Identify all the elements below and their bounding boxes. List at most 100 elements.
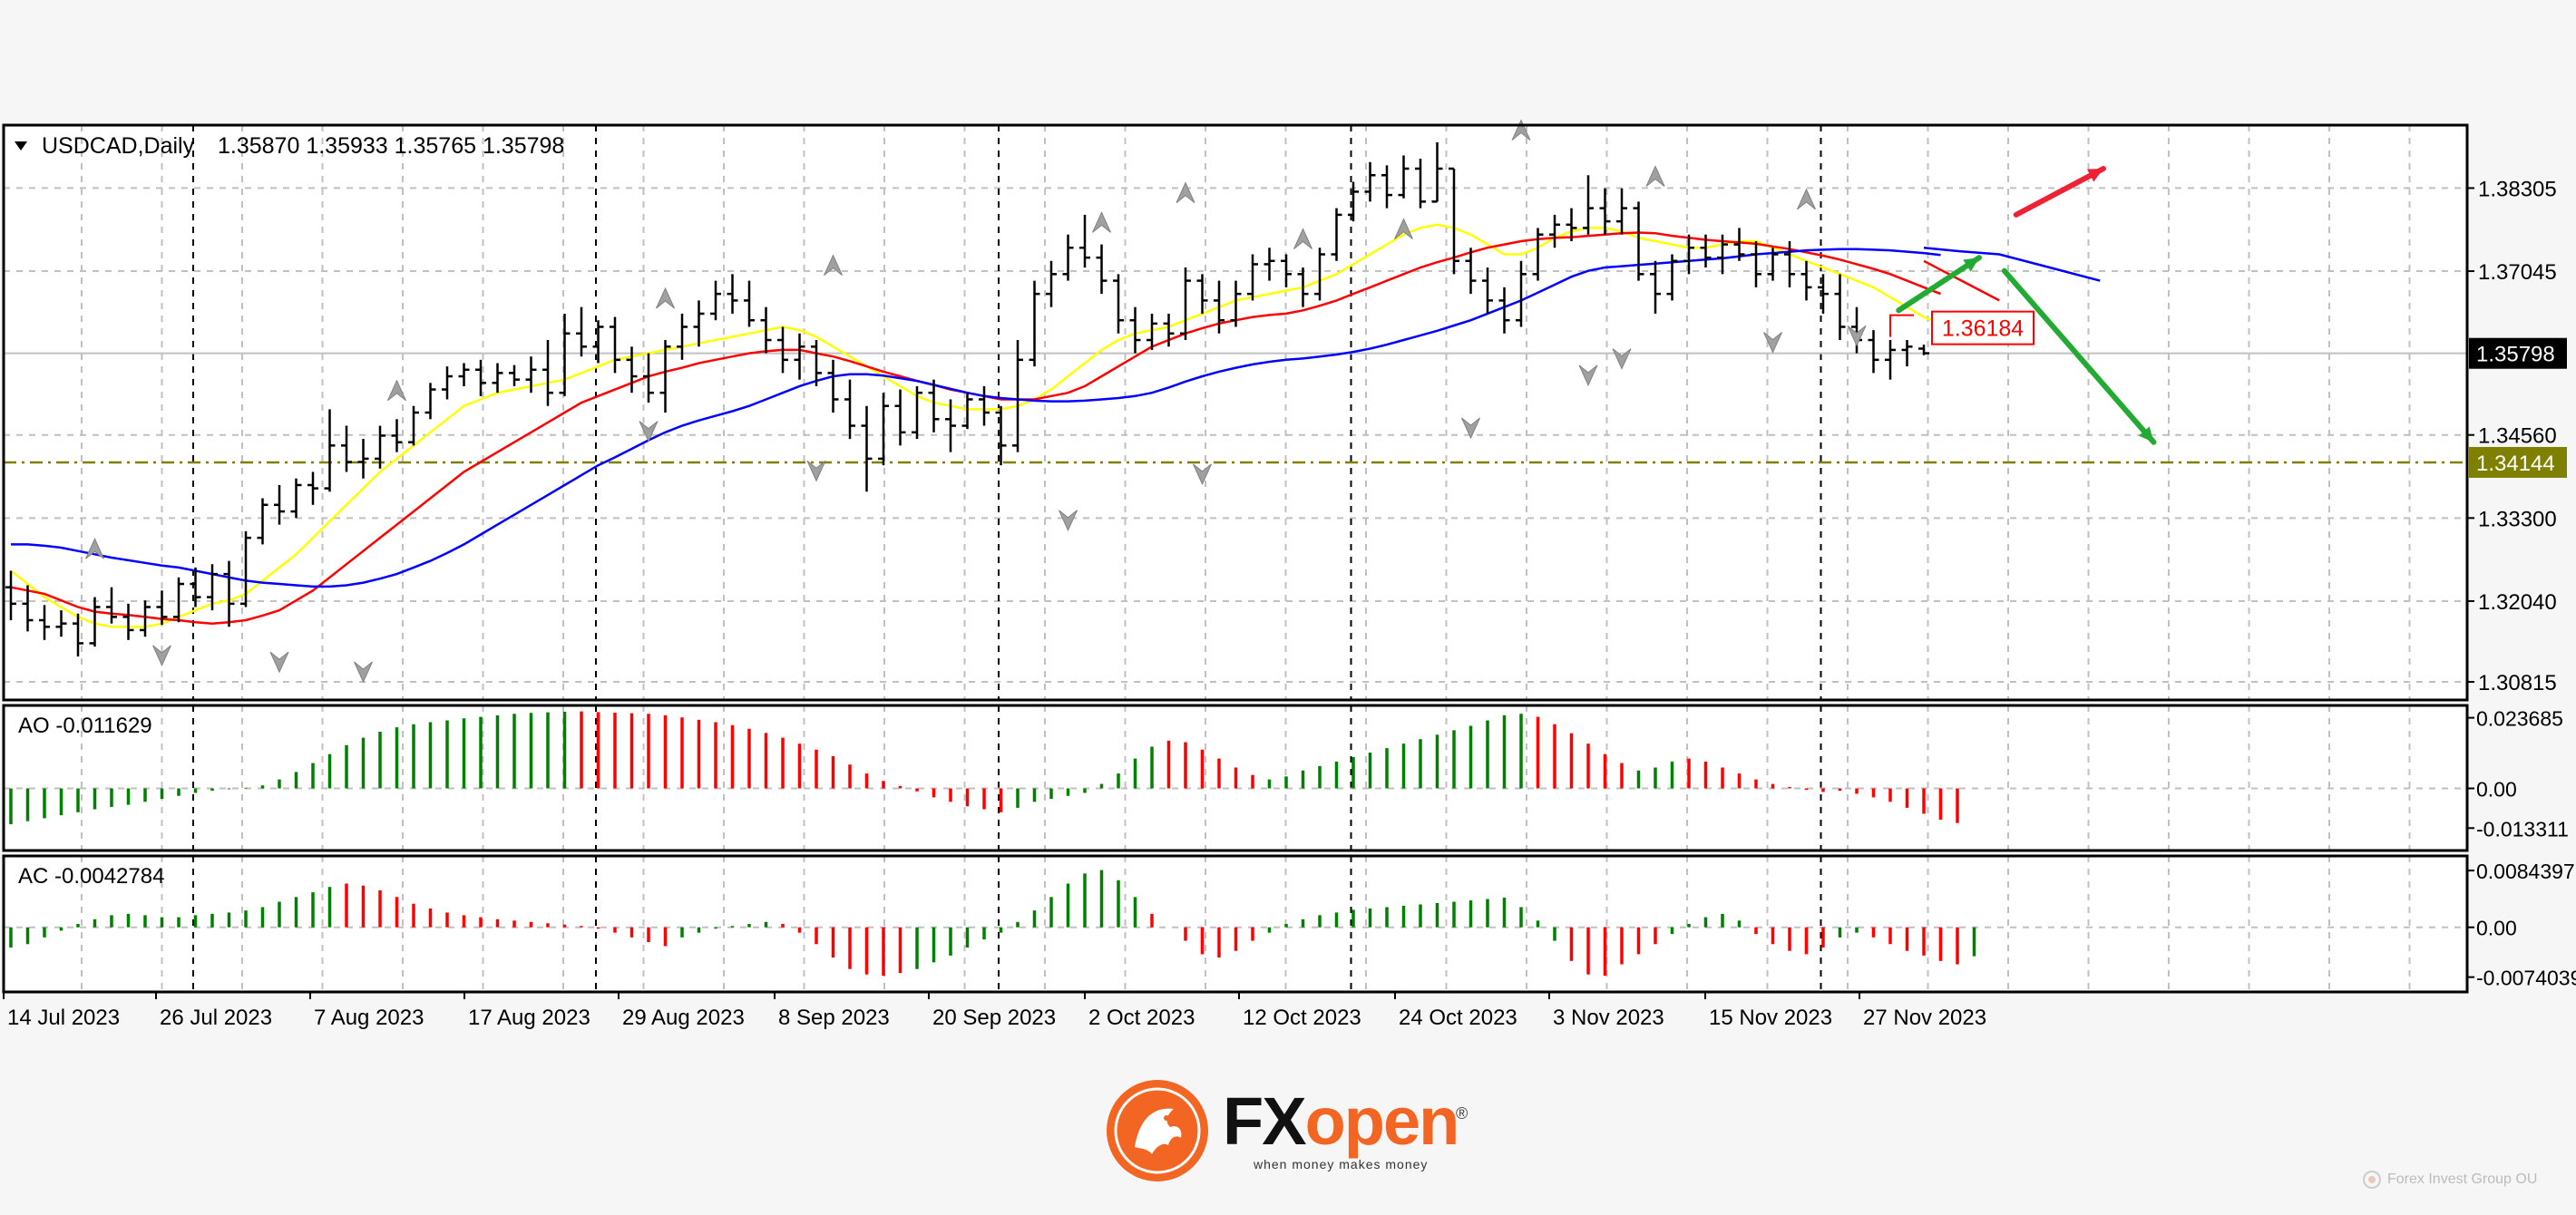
price-bar	[1449, 167, 1459, 275]
fractal-down-marker	[1763, 332, 1782, 354]
date-label: 29 Aug 2023	[622, 1006, 745, 1030]
fractal-down-marker	[269, 651, 289, 674]
collapse-triangle-icon	[15, 141, 27, 151]
date-label: 15 Nov 2023	[1709, 1006, 1832, 1030]
price-bar	[207, 564, 218, 611]
price-bar	[1633, 201, 1644, 281]
price-bar	[257, 498, 268, 545]
price-bar	[1834, 274, 1846, 341]
price-bar	[1885, 340, 1896, 380]
price-bar	[1381, 165, 1392, 209]
price-bar	[1666, 254, 1678, 301]
price-bar	[357, 439, 369, 479]
price-bar	[1062, 234, 1074, 281]
fractal-up-marker	[1394, 218, 1413, 239]
brand-tagline: when money makes money	[1254, 1157, 1429, 1171]
price-bar	[375, 425, 385, 469]
price-bar	[643, 353, 654, 403]
price-bar	[727, 274, 738, 314]
price-bar	[576, 306, 587, 357]
registered-mark: ®	[1456, 1104, 1469, 1123]
price-bar	[1616, 188, 1627, 235]
fractal-down-marker	[1847, 325, 1867, 347]
price-bar	[1800, 260, 1812, 301]
brand-fx: FX	[1223, 1084, 1307, 1159]
fxopen-logo-icon	[1107, 1080, 1208, 1181]
price-bar	[290, 478, 302, 519]
panel-border	[2, 854, 2469, 994]
price-bar	[1364, 161, 1376, 202]
date-label: 8 Sep 2023	[778, 1006, 890, 1030]
ma-extension-1	[1923, 259, 2000, 302]
price-bar	[475, 359, 486, 396]
price-bar	[878, 393, 889, 466]
symbol-label: USDCAD,Daily	[42, 133, 195, 159]
price-bar	[324, 409, 336, 492]
moving-average-3	[11, 248, 1941, 588]
arrow-head	[1963, 258, 1980, 272]
date-label: 27 Nov 2023	[1863, 1006, 1986, 1030]
ao-tick-label: 0.00	[2476, 778, 2517, 802]
price-bar	[458, 363, 470, 386]
price-tick-label: 1.37045	[2478, 260, 2557, 285]
price-bar	[1431, 141, 1443, 203]
price-bar	[542, 340, 553, 406]
price-bar	[1599, 188, 1611, 235]
fractal-up-marker	[1293, 228, 1312, 249]
price-bar	[1012, 340, 1023, 452]
price-bar	[1029, 280, 1040, 367]
price-bar	[1465, 248, 1477, 295]
price-bar	[525, 356, 537, 394]
price-bar	[559, 313, 571, 396]
date-label: 20 Sep 2023	[932, 1006, 1056, 1030]
price-bar	[928, 379, 940, 433]
fractal-down-marker	[354, 661, 373, 684]
price-bar	[677, 313, 688, 360]
fractal-down-marker	[1193, 463, 1212, 486]
ao-histogram	[9, 711, 1959, 824]
price-bar	[1733, 228, 1745, 261]
price-bar	[39, 605, 50, 640]
price-bar	[710, 280, 721, 321]
moving-average-1	[10, 223, 1941, 628]
ac-histogram	[9, 870, 1976, 977]
price-tick-label: 1.34560	[2478, 424, 2557, 449]
brand-open: open	[1304, 1084, 1460, 1159]
ao-tick-label: -0.013311	[2476, 817, 2569, 841]
ac-tick-label: 0.00	[2476, 917, 2517, 940]
price-bar	[1498, 287, 1510, 334]
level-price-tag	[2469, 446, 2567, 478]
price-bar	[1398, 155, 1410, 199]
legal-text: Forex Invest Group OU	[2387, 1171, 2538, 1187]
current-price-tag	[2469, 337, 2567, 369]
legal-logo-icon	[2363, 1171, 2381, 1189]
fractal-down-marker	[1461, 417, 1480, 440]
price-bar	[1566, 208, 1577, 241]
date-label: 12 Oct 2023	[1243, 1006, 1361, 1030]
fractal-down-marker	[806, 460, 826, 482]
price-bar	[156, 590, 168, 626]
price-bar	[274, 484, 285, 525]
ma-extension-2	[1923, 246, 2101, 282]
price-bar	[811, 340, 822, 386]
panel-border	[2, 704, 2469, 852]
ohlc-label: 1.35870 1.35933 1.35765 1.35798	[218, 133, 564, 159]
price-bar	[777, 326, 788, 374]
price-bar	[1297, 267, 1309, 307]
price-bar	[961, 393, 973, 430]
price-bar	[1314, 248, 1325, 301]
price-bar	[5, 570, 16, 621]
price-bar	[1818, 274, 1829, 314]
price-bar	[693, 300, 705, 347]
price-bar	[760, 306, 772, 354]
price-bar	[408, 405, 419, 446]
price-bar	[492, 363, 503, 394]
level-price-label: 1.34144	[2476, 452, 2555, 476]
price-bar	[1683, 234, 1694, 275]
fractal-down-marker	[639, 421, 659, 442]
price-bar	[1348, 181, 1359, 222]
price-bar	[509, 364, 520, 386]
price-bar	[424, 383, 436, 420]
fractal-up-marker	[656, 287, 675, 309]
price-bar	[22, 585, 34, 632]
